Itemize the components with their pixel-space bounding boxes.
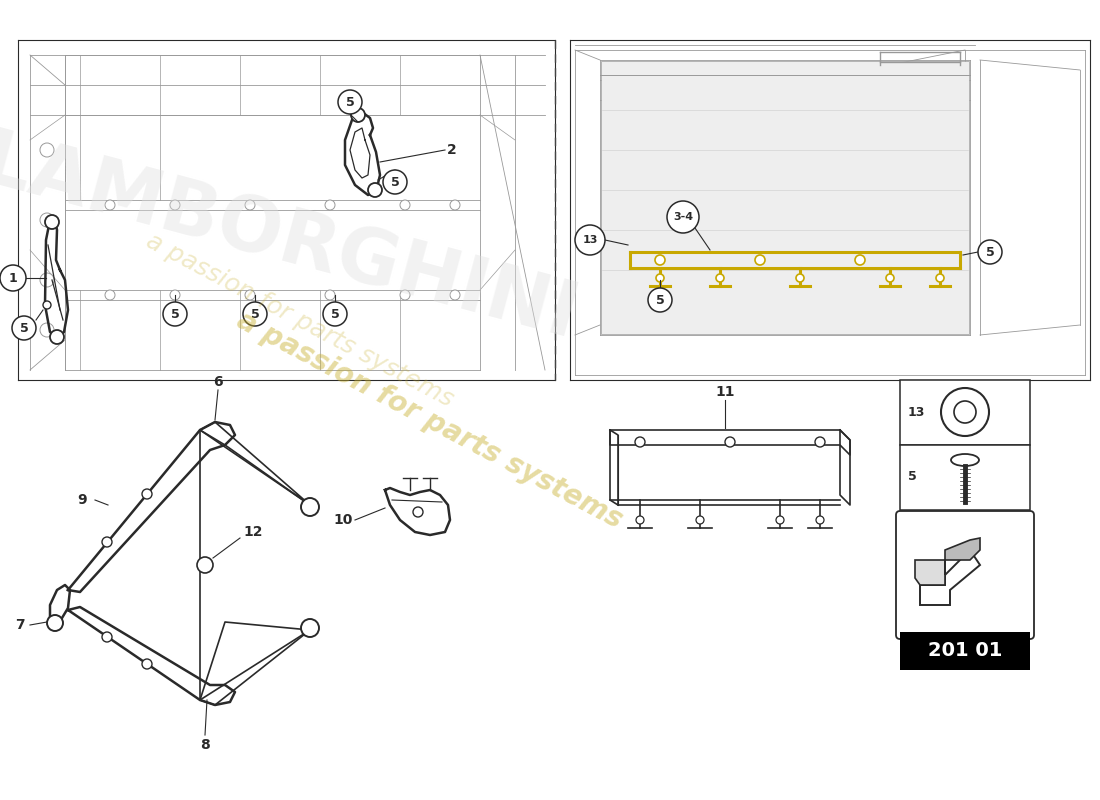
Text: 13: 13 [582,235,597,245]
Text: 201 01: 201 01 [927,642,1002,661]
Text: 10: 10 [333,513,353,527]
Circle shape [142,489,152,499]
Circle shape [324,200,336,210]
Circle shape [400,200,410,210]
Circle shape [855,255,865,265]
Text: 5: 5 [390,175,399,189]
Circle shape [338,90,362,114]
Circle shape [796,274,804,282]
Circle shape [635,437,645,447]
Circle shape [170,200,180,210]
Text: 9: 9 [77,493,87,507]
Circle shape [940,388,989,436]
FancyBboxPatch shape [896,511,1034,639]
Circle shape [163,302,187,326]
Circle shape [40,213,54,227]
Circle shape [368,183,382,197]
Circle shape [301,498,319,516]
Text: 11: 11 [715,385,735,399]
Circle shape [716,274,724,282]
Text: 1: 1 [9,271,18,285]
Ellipse shape [952,454,979,466]
Bar [601,61,969,334]
Bar [900,632,1030,670]
Circle shape [654,255,666,265]
Circle shape [383,170,407,194]
Circle shape [816,516,824,524]
Circle shape [450,200,460,210]
Circle shape [301,619,319,637]
Circle shape [886,274,894,282]
Circle shape [102,632,112,642]
Circle shape [351,108,365,122]
Circle shape [142,659,152,669]
Circle shape [725,437,735,447]
Circle shape [755,255,764,265]
Text: 5: 5 [20,322,29,334]
Text: 3-4: 3-4 [673,212,693,222]
Text: 5: 5 [345,95,354,109]
Circle shape [40,273,54,287]
Bar [900,445,1030,510]
Circle shape [12,316,36,340]
Circle shape [412,507,424,517]
Circle shape [104,200,116,210]
Circle shape [954,401,976,423]
Text: a passion for parts systems: a passion for parts systems [142,229,458,411]
Circle shape [0,265,26,291]
Circle shape [245,200,255,210]
Text: 5: 5 [251,307,260,321]
Polygon shape [915,560,945,585]
Circle shape [450,290,460,300]
Circle shape [575,225,605,255]
Circle shape [978,240,1002,264]
Text: 8: 8 [200,738,210,752]
Text: 2: 2 [447,143,456,157]
Text: 7: 7 [15,618,25,632]
Polygon shape [945,538,980,575]
Circle shape [243,302,267,326]
Circle shape [197,557,213,573]
Circle shape [102,537,112,547]
Circle shape [323,302,346,326]
Circle shape [40,323,54,337]
Text: 13: 13 [908,406,925,418]
Text: 12: 12 [243,525,263,539]
Circle shape [170,290,180,300]
Circle shape [245,290,255,300]
Bar [900,380,1030,445]
Circle shape [40,143,54,157]
Text: 6: 6 [213,375,223,389]
Text: 5: 5 [986,246,994,258]
Text: 5: 5 [908,470,916,483]
Circle shape [815,437,825,447]
Text: LAMBORGHINI: LAMBORGHINI [0,125,585,355]
Circle shape [47,615,63,631]
Circle shape [400,290,410,300]
Text: 5: 5 [656,294,664,306]
Circle shape [636,516,644,524]
Circle shape [45,215,59,229]
Text: 5: 5 [331,307,340,321]
Circle shape [696,516,704,524]
Circle shape [43,301,51,309]
Circle shape [936,274,944,282]
Circle shape [667,201,698,233]
Text: a passion for parts systems: a passion for parts systems [232,306,628,534]
Circle shape [656,274,664,282]
Circle shape [50,330,64,344]
Text: 5: 5 [170,307,179,321]
Polygon shape [920,550,980,605]
Circle shape [324,290,336,300]
Circle shape [104,290,116,300]
Circle shape [776,516,784,524]
Circle shape [648,288,672,312]
